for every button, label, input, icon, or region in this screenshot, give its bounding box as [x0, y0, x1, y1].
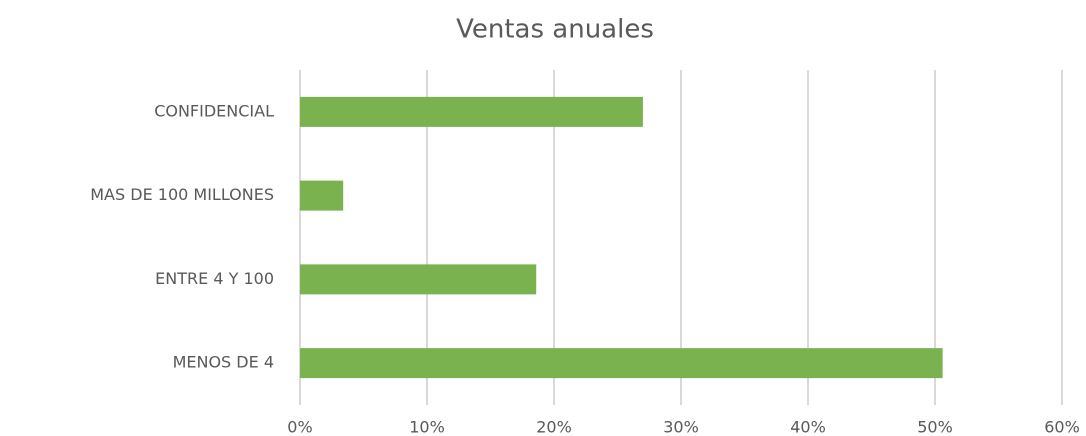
x-tick-label: 20%	[536, 418, 572, 436]
x-tick-label: 10%	[409, 418, 445, 436]
x-tick-label: 60%	[1044, 418, 1080, 436]
chart-title: Ventas anuales	[456, 15, 654, 45]
y-tick-label: CONFIDENCIAL	[154, 101, 274, 120]
x-tick-label: 50%	[917, 418, 953, 436]
y-tick-label: MAS DE 100 MILLONES	[90, 185, 274, 204]
x-tick-label: 30%	[663, 418, 699, 436]
bar	[300, 180, 344, 211]
bar	[300, 264, 537, 295]
x-tick-label: 0%	[287, 418, 312, 436]
y-tick-label: ENTRE 4 Y 100	[155, 269, 274, 288]
x-tick-label: 40%	[790, 418, 826, 436]
bar	[300, 348, 943, 379]
y-tick-label: MENOS DE 4	[173, 353, 274, 372]
bar	[300, 96, 643, 127]
